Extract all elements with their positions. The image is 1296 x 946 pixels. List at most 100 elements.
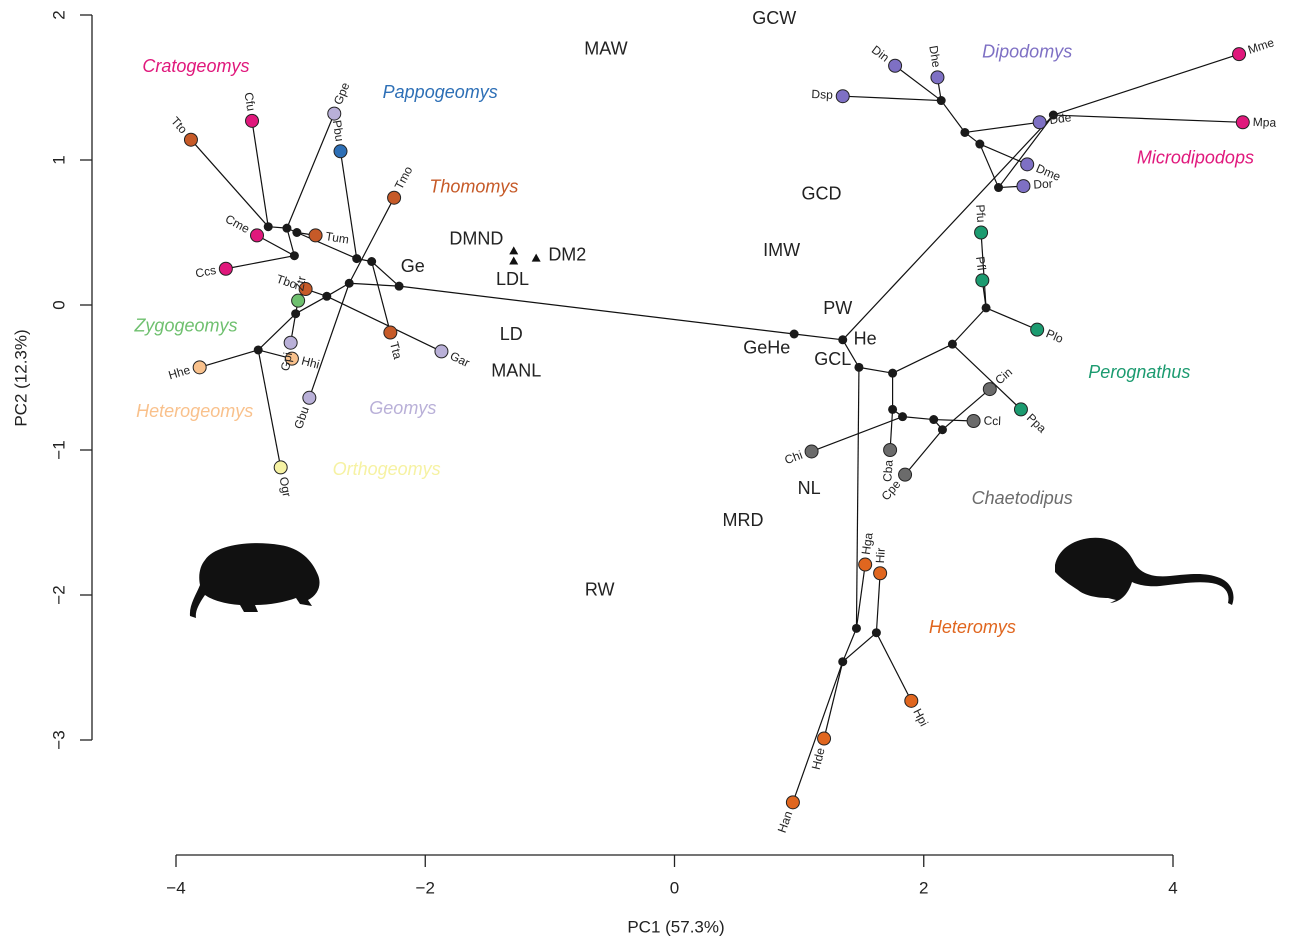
internal-node (292, 228, 301, 237)
tip-label: Dhe (926, 44, 943, 68)
env-label: DM2 (548, 244, 586, 264)
branch (856, 367, 858, 628)
tip (983, 383, 996, 396)
branch (893, 344, 953, 373)
y-tick-label: 1 (49, 155, 68, 164)
internal-node (994, 183, 1003, 192)
clade-label: Orthogeomys (333, 459, 441, 479)
gopher-silhouette (190, 543, 320, 618)
clade-label: Pappogeomys (383, 82, 498, 102)
x-tick-label: 4 (1168, 878, 1177, 897)
tip (1031, 323, 1044, 336)
env-label: MAW (584, 39, 627, 59)
page: {"chart_data": {"type": "phylomorphospac… (0, 0, 1296, 946)
tip (292, 294, 305, 307)
tip-label: Ccs (194, 263, 217, 281)
branch (952, 308, 986, 344)
tip (1021, 158, 1034, 171)
tip (219, 262, 232, 275)
tip-label: Gpe (331, 80, 353, 107)
branch (876, 633, 911, 701)
internal-node (254, 345, 263, 354)
clade-label: Heterogeomys (136, 401, 253, 421)
tip (1236, 116, 1249, 129)
tip-label: Ppa (1024, 411, 1049, 436)
x-tick-label: −2 (416, 878, 435, 897)
env-label: DMND (449, 229, 503, 249)
branch (349, 283, 399, 286)
tip-label: Mpa (1253, 115, 1277, 130)
internal-node (790, 330, 799, 339)
internal-node (838, 335, 847, 344)
env-label: LDL (496, 269, 529, 289)
tip-label: Tum (325, 229, 350, 246)
tip (384, 326, 397, 339)
tip (334, 145, 347, 158)
tip (786, 796, 799, 809)
x-tick-label: 2 (919, 878, 928, 897)
tip-label: Pbu (330, 119, 347, 142)
tip-label: Han (775, 809, 796, 834)
tip (976, 274, 989, 287)
branch (287, 114, 334, 229)
tip (284, 336, 297, 349)
tip (274, 461, 287, 474)
chart: PC1 (57.3%) PC2 (12.3%) −4−2024−3−2−1012… (0, 0, 1296, 946)
branch (1053, 115, 1242, 122)
tip (874, 567, 887, 580)
env-label: MANL (491, 360, 541, 380)
clade-label: Zygogeomys (133, 316, 237, 336)
branch (793, 662, 843, 803)
tip (805, 445, 818, 458)
branch (856, 565, 865, 629)
tip (435, 345, 448, 358)
env-label: RW (585, 579, 615, 599)
branch (372, 262, 399, 287)
branch (258, 350, 280, 467)
env-point (509, 257, 518, 265)
tip (889, 59, 902, 72)
y-tick-label: 2 (49, 10, 68, 19)
env-label: GeHe (743, 337, 790, 357)
env-label: LD (500, 324, 523, 344)
tip-label: Gar (448, 349, 472, 370)
tip-label: Tmo (392, 164, 416, 192)
env-label: IMW (763, 240, 800, 260)
y-axis-label: PC2 (12.3%) (11, 329, 30, 426)
internal-node (854, 363, 863, 372)
clade-label: Dipodomys (982, 41, 1072, 61)
branch (843, 628, 857, 661)
env-label: GCD (802, 184, 842, 204)
internal-node (888, 369, 897, 378)
tip-label: Ztr (292, 275, 309, 292)
tip-label: Cfu (242, 91, 259, 112)
tip-label: Pfu (973, 204, 988, 223)
internal-node (322, 292, 331, 301)
tip (1017, 180, 1030, 193)
tip-label: Tto (168, 114, 190, 137)
tip (1033, 116, 1046, 129)
env-point (509, 246, 518, 254)
kangaroo-rat-silhouette (1055, 538, 1234, 605)
branch (399, 286, 794, 334)
env-label: Ge (401, 256, 425, 276)
clade-label: Microdipodops (1137, 147, 1254, 167)
tip-label: Dsp (811, 87, 833, 102)
env-label: GCL (814, 349, 851, 369)
tip-label: Dde (1049, 110, 1073, 127)
internal-node (282, 224, 291, 233)
internal-node (975, 140, 984, 149)
internal-node (937, 96, 946, 105)
clade-label: Heteromys (929, 617, 1016, 637)
tip (905, 694, 918, 707)
branch (327, 296, 442, 351)
env-label: GCW (752, 8, 796, 28)
tip (836, 90, 849, 103)
branch (859, 367, 893, 373)
tip (967, 415, 980, 428)
branch (1053, 54, 1239, 115)
tip (975, 226, 988, 239)
tip-label: Cin (992, 365, 1015, 387)
tip (1014, 403, 1027, 416)
tip (309, 229, 322, 242)
